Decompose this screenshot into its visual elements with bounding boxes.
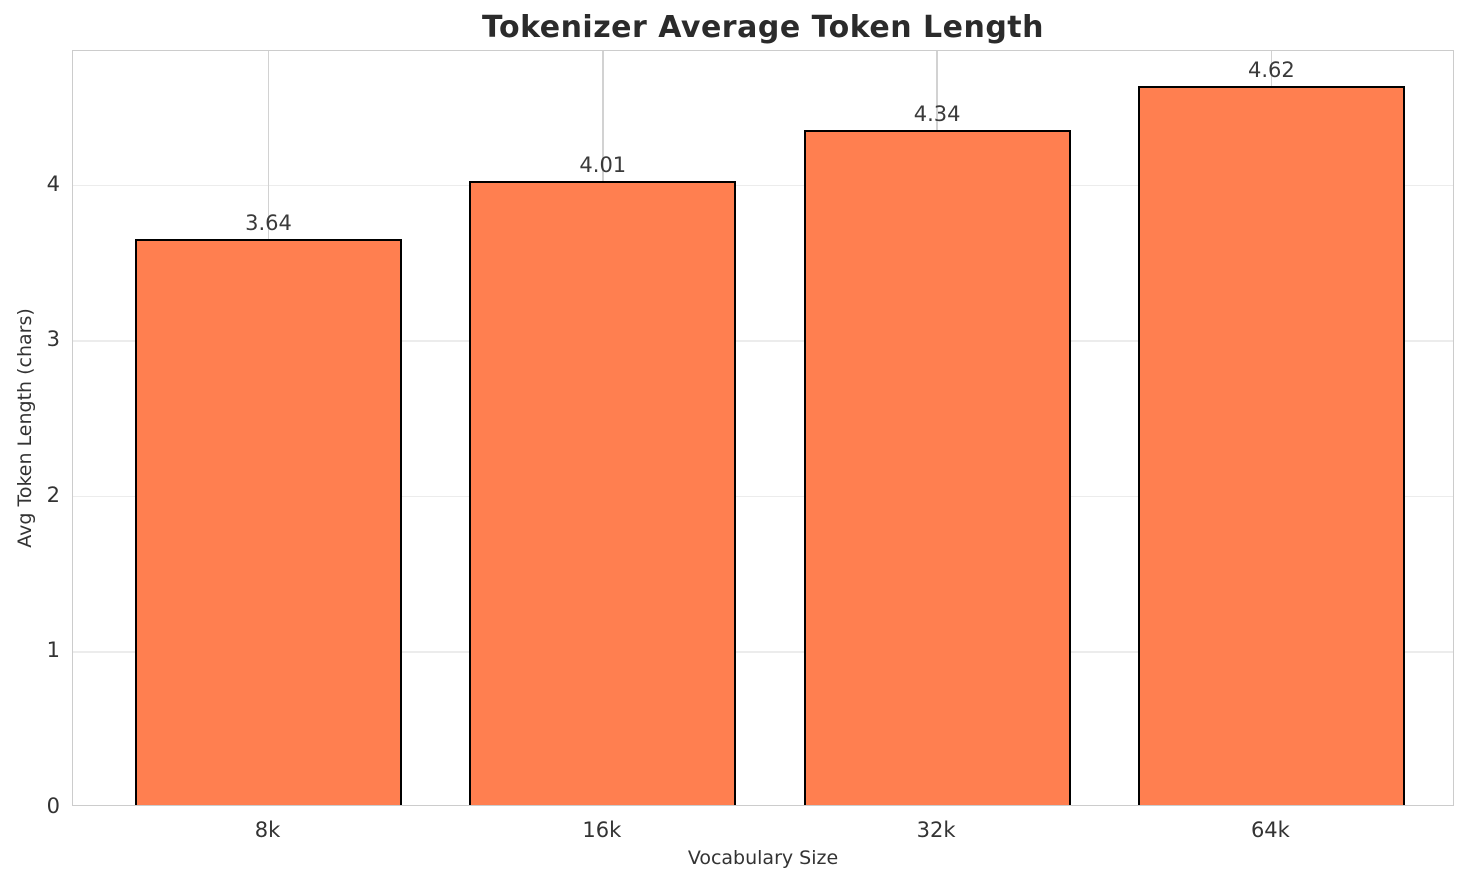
x-tick-label: 32k bbox=[916, 818, 956, 842]
bar bbox=[803, 129, 1071, 805]
x-tick-label: 8k bbox=[254, 818, 281, 842]
chart-title: Tokenizer Average Token Length bbox=[481, 10, 1044, 45]
plot-area: 3.64 4.01 4.34 4.62 bbox=[72, 50, 1454, 806]
bar-value-label: 4.62 bbox=[1248, 58, 1295, 83]
y-tick-label: 0 bbox=[46, 794, 60, 818]
y-tick-label: 3 bbox=[46, 327, 60, 352]
h-gridline bbox=[73, 495, 1453, 498]
h-gridline bbox=[73, 340, 1453, 342]
bar-value-label: 4.01 bbox=[579, 153, 627, 178]
bar bbox=[469, 181, 737, 805]
bar bbox=[135, 238, 402, 805]
x-tick-label: 64k bbox=[1250, 818, 1290, 842]
bar-value-label: 4.34 bbox=[913, 101, 961, 126]
x-axis-label: Vocabulary Size bbox=[687, 847, 839, 869]
h-gridline bbox=[73, 184, 1453, 187]
bar bbox=[1137, 86, 1405, 805]
h-gridline bbox=[73, 651, 1453, 653]
y-tick-label: 2 bbox=[46, 482, 60, 507]
y-tick-label: 4 bbox=[46, 171, 60, 196]
bar-value-label: 3.64 bbox=[245, 210, 292, 235]
x-tick-label: 16k bbox=[582, 818, 622, 842]
y-tick-label: 1 bbox=[46, 638, 60, 663]
